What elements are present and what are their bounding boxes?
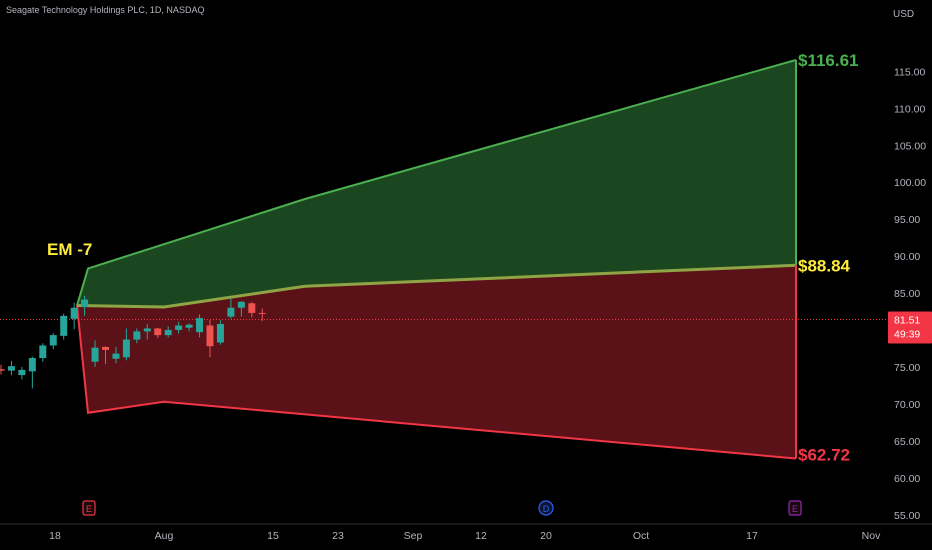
upper-zone	[77, 59, 796, 308]
event-marker-letter: E	[792, 504, 798, 514]
lower-zone	[77, 265, 796, 459]
price-tick-label: 55.00	[894, 510, 920, 522]
candle-body	[175, 325, 183, 330]
earnings-marker	[82, 500, 96, 516]
current-price-tag	[888, 311, 932, 344]
time-tick-label: 20	[540, 530, 552, 542]
event-marker-letter: E	[86, 504, 92, 514]
candle-body	[39, 345, 47, 359]
price-tick-label: 75.00	[894, 362, 920, 374]
candle-body	[164, 329, 172, 336]
event-marker: D	[538, 500, 554, 516]
price-tick-label: 85.00	[894, 288, 920, 300]
earnings-marker	[788, 500, 802, 516]
lower-target-label: $62.72	[798, 445, 850, 464]
price-tick-label: 95.00	[894, 214, 920, 226]
price-tick-label: 90.00	[894, 251, 920, 263]
em-label: EM -7	[47, 240, 92, 259]
candle-body	[185, 324, 193, 328]
candles-layer	[0, 295, 266, 389]
price-axis[interactable]: USD 115.00 110.00 105.00 100.00 95.00 90.00 85.…	[887, 0, 932, 524]
time-tick-label: Sep	[404, 530, 423, 542]
mid-line	[76, 263, 797, 309]
candle-body	[133, 331, 141, 340]
time-tick-label: Aug	[155, 530, 174, 542]
time-tick-label: 15	[267, 530, 279, 542]
time-tick-label: 23	[332, 530, 344, 542]
price-tick-label: 70.00	[894, 399, 920, 411]
price-tick-label: 115.00	[894, 66, 925, 78]
price-axis-bg	[887, 0, 932, 524]
candle-body	[122, 339, 130, 358]
lower-line	[76, 305, 797, 460]
current-price-countdown: 49:39	[894, 329, 920, 341]
currency-label: USD	[893, 9, 914, 20]
time-tick-label: Nov	[862, 530, 881, 542]
candle-body	[154, 328, 162, 336]
price-tick-label: 100.00	[894, 177, 926, 189]
chart-title: Seagate Technology Holdings PLC, 1D, NAS…	[6, 5, 205, 15]
candle-body	[60, 315, 68, 336]
candle-body	[196, 318, 204, 333]
candle-body	[7, 366, 15, 371]
candle-body	[49, 335, 57, 346]
price-tick-label: 60.00	[894, 473, 920, 485]
candle-body	[248, 303, 256, 313]
candle-body	[258, 312, 266, 314]
time-tick-label: 12	[475, 530, 487, 542]
candle-body	[0, 369, 5, 371]
time-tick-label: Oct	[633, 530, 649, 542]
candle-body	[216, 324, 224, 343]
current-price-value: 81.51	[894, 315, 920, 327]
candle-body	[237, 301, 245, 308]
mid-target-label: $88.84	[798, 256, 851, 275]
dividend-marker	[538, 500, 554, 516]
upper-target-label: $116.61	[798, 51, 859, 70]
price-tick-label: 65.00	[894, 436, 920, 448]
candle-body	[206, 325, 214, 347]
candle-body	[227, 307, 235, 317]
candle-body	[91, 347, 99, 362]
expected-move-layer: $116.61 $88.84 $62.72 EM -7	[47, 51, 859, 465]
price-tick-label: 110.00	[894, 103, 925, 115]
time-tick-label: 17	[746, 530, 758, 542]
candle-body	[18, 369, 26, 376]
candle-body	[102, 346, 109, 350]
candle-body	[81, 299, 89, 308]
candle-body	[28, 358, 36, 372]
time-axis[interactable]: 18 Aug 15 23 Sep 12 20 Oct 17 Nov	[0, 523, 932, 542]
candle-body	[70, 307, 78, 319]
price-tick-label: 105.00	[894, 140, 926, 152]
event-marker: E	[82, 500, 96, 516]
event-marker: E	[788, 500, 802, 516]
event-marker-letter: D	[543, 504, 550, 514]
upper-line	[76, 58, 797, 306]
time-tick-label: 18	[49, 530, 61, 542]
candle-body	[112, 353, 120, 359]
candle-body	[143, 328, 151, 332]
